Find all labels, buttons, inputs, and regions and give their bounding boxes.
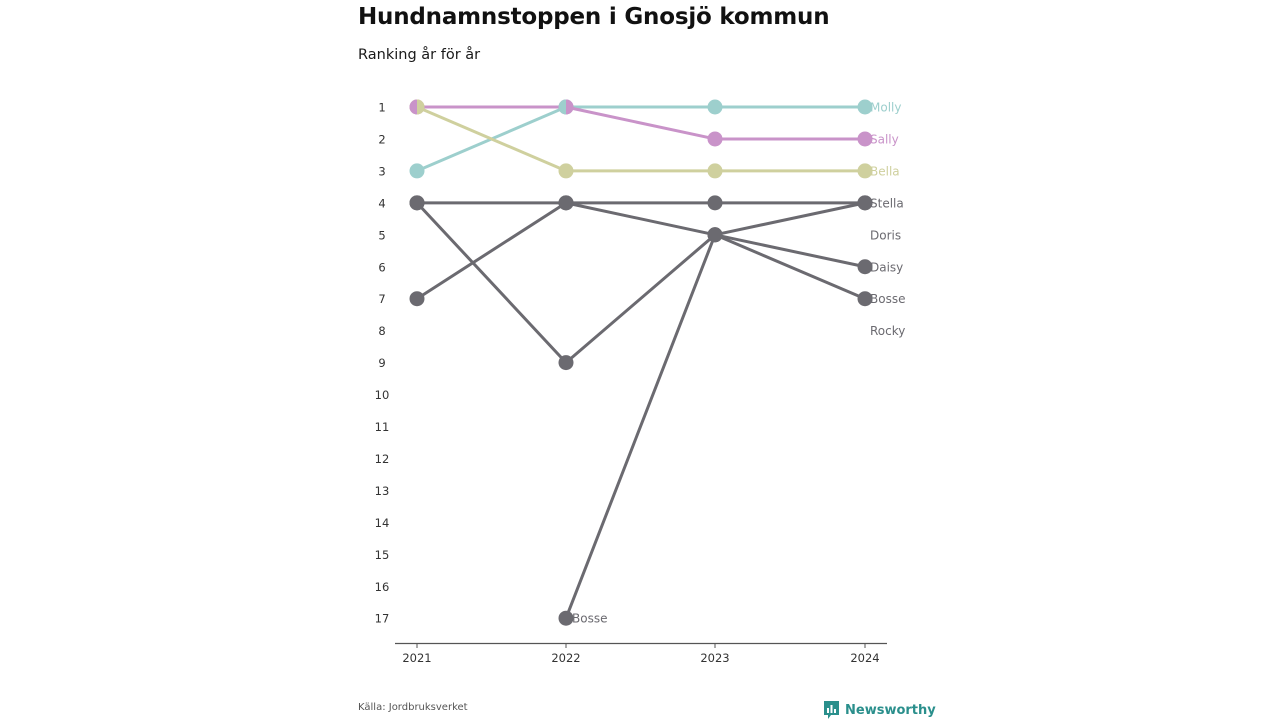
- y-tick-label-17: 17: [375, 612, 390, 626]
- y-tick-label-14: 14: [375, 516, 390, 530]
- series-line-doris: [415, 201, 867, 301]
- point-daisy-2024: [857, 259, 873, 275]
- y-tick-label-10: 10: [375, 388, 390, 402]
- point-molly-2023: [707, 99, 723, 115]
- point-daisy-2021: [409, 195, 425, 211]
- point-sally-2024: [857, 131, 873, 147]
- split-point-right-bella-2021: [417, 99, 425, 115]
- x-tick-label-2021: 2021: [402, 651, 431, 665]
- y-tick-label-15: 15: [375, 548, 390, 562]
- point-doris-2024: [857, 195, 873, 211]
- split-point-right-sally-2022: [566, 99, 574, 115]
- series-line-stella: [415, 201, 867, 237]
- y-tick-label-9: 9: [378, 356, 385, 370]
- point-bosse-2023: [707, 227, 723, 243]
- end-label-sally: Sally: [870, 132, 899, 146]
- point-bella-2023: [707, 163, 723, 179]
- y-tick-label-11: 11: [375, 420, 390, 434]
- point-doris-2022: [558, 195, 574, 211]
- chart-title: Hundnamnstoppen i Gnosjö kommun: [358, 4, 830, 30]
- point-doris-2023: [707, 195, 723, 211]
- source-note: Källa: Jordbruksverket: [358, 702, 468, 713]
- newsworthy-chart-icon: [824, 701, 839, 719]
- end-label-molly: Molly: [870, 101, 901, 115]
- series-line-bella: [415, 105, 867, 173]
- chart-subtitle: Ranking år för år: [358, 47, 481, 63]
- y-tick-label-16: 16: [375, 580, 390, 594]
- end-label-doris: Doris: [870, 228, 901, 242]
- x-tick-label-2024: 2024: [850, 651, 879, 665]
- series-line-bosse: [564, 233, 867, 620]
- end-label-daisy: Daisy: [870, 260, 903, 274]
- split-point-left-molly-2022: [558, 99, 566, 115]
- split-point-left-sally-2021: [409, 99, 417, 115]
- point-bosse-2024: [857, 291, 873, 307]
- point-bosse-2022: [558, 610, 574, 626]
- end-label-rocky: Rocky: [870, 324, 905, 338]
- annotation-label-bosse: Bosse: [572, 612, 607, 626]
- point-bella-2024: [857, 163, 873, 179]
- point-sally-2023: [707, 131, 723, 147]
- series-line-daisy: [415, 201, 867, 365]
- end-label-bosse: Bosse: [870, 292, 905, 306]
- y-tick-label-12: 12: [375, 452, 390, 466]
- point-bella-2022: [558, 163, 574, 179]
- x-tick-label-2022: 2022: [551, 651, 580, 665]
- y-tick-label-2: 2: [378, 132, 385, 146]
- brand-name: Newsworthy: [845, 702, 936, 718]
- y-tick-label-8: 8: [378, 324, 385, 338]
- end-label-bella: Bella: [870, 164, 900, 178]
- point-molly-2021: [409, 163, 425, 179]
- point-doris-2021: [409, 291, 425, 307]
- y-tick-label-3: 3: [378, 164, 385, 178]
- x-tick-label-2023: 2023: [700, 651, 729, 665]
- end-label-stella: Stella: [870, 196, 904, 210]
- y-tick-label-4: 4: [378, 196, 385, 210]
- newsworthy-logo[interactable]: Newsworthy: [823, 700, 936, 720]
- y-tick-label-13: 13: [375, 484, 390, 498]
- y-tick-label-1: 1: [378, 101, 385, 115]
- point-daisy-2022: [558, 355, 574, 371]
- y-tick-label-7: 7: [378, 292, 385, 306]
- y-tick-label-6: 6: [378, 260, 385, 274]
- point-molly-2024: [857, 99, 873, 115]
- series-line-sally: [415, 105, 867, 141]
- y-tick-label-5: 5: [378, 228, 385, 242]
